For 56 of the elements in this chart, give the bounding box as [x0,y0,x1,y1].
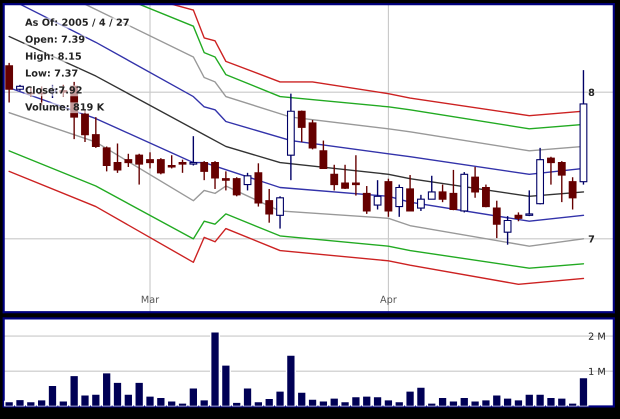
candlestick [232,176,241,197]
candlestick [504,215,512,246]
candlestick [330,164,338,192]
y-tick-label: 7 [588,235,594,243]
candlestick [471,166,480,198]
candlestick [5,62,14,104]
candlestick [211,160,219,190]
candlestick [222,170,230,192]
candlestick [146,152,154,170]
candlestick [298,110,306,143]
candlestick [276,196,284,230]
line-series [8,170,584,285]
candlestick [81,109,89,143]
candlestick [568,176,577,210]
candlestick [374,179,382,210]
candlestick [265,188,274,224]
candlestick [406,174,414,212]
annotation: Open: 7.39 [26,35,84,45]
candlestick [525,190,534,217]
candlestick [352,154,360,196]
annotation: Close:7.92 [26,86,82,94]
annotation: Low: 7.37 [26,69,78,77]
candlestick [168,154,176,170]
annotation: As Of: 2005 / 4 / 27 [25,18,129,27]
candlestick [114,142,122,174]
line-series [8,150,584,269]
candlestick [200,160,208,181]
x-tick-label: Mar [142,296,160,304]
line-series [8,36,584,197]
candlestick [395,184,404,218]
candlestick [450,169,458,211]
annotation: High: 8.15 [26,52,82,62]
x-tick-label: Apr [380,296,397,305]
candlestick [244,172,252,192]
candlestick [124,153,132,168]
candlestick [492,200,501,239]
candlestick [547,156,555,186]
candlestick [558,160,566,203]
candlestick [178,158,186,174]
candlestick [319,140,328,170]
y-tick-label: 1 M [589,368,605,375]
candlestick [135,153,144,186]
candlestick [417,194,425,212]
candlestick [482,184,490,208]
y-tick-label: 8 [588,88,594,96]
y-tick-label: 2 M [588,332,605,340]
candlestick [92,116,100,149]
candlestick [341,164,349,190]
annotation: Volume: 819 K [25,103,104,111]
line-series [8,112,584,247]
candlestick [428,175,436,200]
candlestick [438,184,446,203]
candlestick [189,135,198,166]
candlestick [156,157,165,175]
candlestick [102,146,111,172]
candlestick [362,185,371,215]
